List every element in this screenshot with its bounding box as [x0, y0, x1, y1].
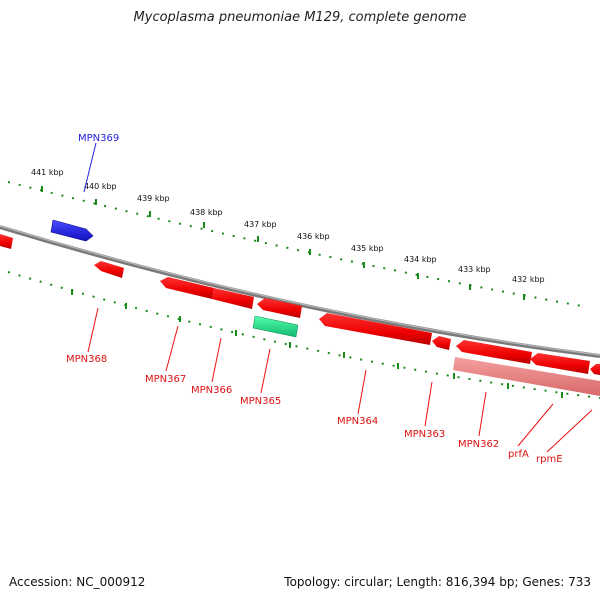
major-ticks-outer [41, 186, 525, 300]
gene-mpn366[interactable] [212, 288, 254, 309]
leader-line-mpn369 [83, 142, 97, 193]
gene-label-mpn362: MPN362 [458, 439, 499, 450]
tick-label: 439 kbp [137, 194, 170, 203]
gene-label-mpn363: MPN363 [404, 429, 445, 440]
tick-label: 441 kbp [31, 168, 64, 177]
tick-label: 440 kbp [84, 182, 117, 191]
accession-text: Accession: NC_000912 [9, 575, 146, 589]
gene-faded-inner[interactable] [453, 357, 600, 396]
leader-line-mpn366 [211, 337, 222, 383]
leader-line-mpn363 [424, 381, 433, 427]
leader-line-mpn368 [87, 307, 99, 353]
gene-label-mpn366: MPN366 [191, 385, 232, 396]
gene-partial-left[interactable] [0, 234, 13, 249]
topology-text: Topology: circular; Length: 816,394 bp; … [284, 575, 591, 589]
tick-row-outer [7, 181, 583, 307]
tick-label: 432 kbp [512, 275, 545, 284]
gene-mpn369[interactable] [50, 219, 94, 242]
tick-label: 433 kbp [458, 265, 491, 274]
genome-backbone-highlight [0, 225, 600, 356]
gene-mpn362[interactable] [456, 340, 532, 364]
reverse-genes [0, 234, 600, 375]
gene-mpn363[interactable] [432, 336, 451, 350]
gene-labels-reverse: MPN368 MPN367 MPN366 MPN365 MPN364 MPN36… [66, 354, 563, 465]
gene-label-mpn368: MPN368 [66, 354, 107, 365]
gene-label-mpn365: MPN365 [240, 396, 281, 407]
gene-prfA[interactable] [530, 353, 590, 374]
leader-line-rpmE [546, 409, 593, 453]
map-title: Mycoplasma pneumoniae M129, complete gen… [133, 10, 467, 25]
tick-label: 435 kbp [351, 244, 384, 253]
gene-mpn364[interactable] [319, 313, 432, 345]
leader-line-mpn365 [260, 348, 271, 394]
leader-line-mpn364 [357, 369, 367, 415]
tick-labels: 441 kbp 440 kbp 439 kbp 438 kbp 437 kbp … [31, 168, 545, 284]
gene-mpn367[interactable] [160, 277, 214, 299]
gene-mpn365[interactable] [257, 298, 302, 318]
major-ticks-inner [71, 289, 563, 398]
leader-lines [83, 142, 593, 453]
gene-label-mpn367: MPN367 [145, 374, 186, 385]
genome-backbone [0, 225, 600, 358]
leader-line-mpn367 [165, 325, 179, 372]
tick-label: 436 kbp [297, 232, 330, 241]
tick-label: 437 kbp [244, 220, 277, 229]
gene-rpmE[interactable] [590, 364, 600, 375]
tick-label: 434 kbp [404, 255, 437, 264]
gene-mpn365-highlight[interactable] [252, 315, 299, 338]
tick-label: 438 kbp [190, 208, 223, 217]
gene-label-rpmE: rpmE [536, 454, 563, 465]
gene-mpn368[interactable] [94, 261, 124, 278]
leader-line-prfA [517, 403, 554, 447]
gene-label-mpn369: MPN369 [78, 133, 119, 144]
gene-label-prfA: prfA [508, 449, 529, 460]
gene-label-mpn364: MPN364 [337, 416, 378, 427]
leader-line-mpn362 [478, 391, 487, 437]
